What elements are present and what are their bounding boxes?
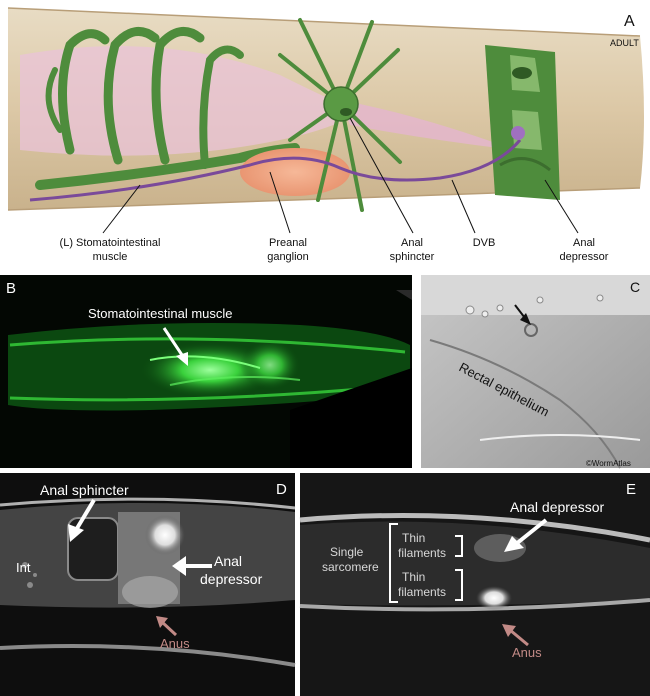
panel-a-stage: ADULT xyxy=(610,38,639,48)
anal-depressor-label-1: Anal xyxy=(573,237,595,249)
dvb-label: DVB xyxy=(473,237,496,249)
panel-e-letter: E xyxy=(626,481,636,498)
panel-d-anus: Anus xyxy=(160,636,190,651)
panel-e-single-2: sarcomere xyxy=(322,560,379,574)
stomatointestinal-label-2: muscle xyxy=(93,251,128,263)
panel-d-anal-depressor-1: Anal xyxy=(214,553,242,569)
preanal-label-2: ganglion xyxy=(267,251,309,263)
panel-e-thin2-2: filaments xyxy=(398,585,446,599)
anal-sphincter-label-2: sphincter xyxy=(390,251,435,263)
panel-b: B Stomatointestinal muscle xyxy=(0,275,412,468)
panel-c: C Rectal epithelium ©WormAtlas xyxy=(421,275,650,469)
panel-e-thin1-1: Thin xyxy=(402,531,425,545)
anal-sphincter-label-1: Anal xyxy=(401,237,423,249)
panel-b-label: Stomatointestinal muscle xyxy=(88,306,233,321)
anal-depressor-label-2: depressor xyxy=(560,251,609,263)
panel-e-anus: Anus xyxy=(512,645,542,660)
preanal-label-1: Preanal xyxy=(269,237,307,249)
preanal-ganglion xyxy=(240,148,350,196)
panel-e-anal-depressor: Anal depressor xyxy=(510,499,605,515)
panel-a-letter: A xyxy=(624,13,635,30)
panel-d-int: Int xyxy=(16,560,31,575)
panel-e-thin2-1: Thin xyxy=(402,570,425,584)
panel-e: E Anal depressor Single sarcomere Thin f… xyxy=(299,473,650,696)
panel-d-anal-depressor-2: depressor xyxy=(200,571,263,587)
panel-d-anal-sphincter: Anal sphincter xyxy=(40,482,129,498)
panel-d-letter: D xyxy=(276,481,287,498)
panel-e-thin1-2: filaments xyxy=(398,546,446,560)
anal-depressor xyxy=(485,45,560,200)
panel-b-letter: B xyxy=(6,280,16,297)
panel-e-single-1: Single xyxy=(330,545,364,559)
panel-a: A ADULT (L) Stomatointestinal muscle Pre… xyxy=(0,0,650,270)
panel-c-credit: ©WormAtlas xyxy=(586,459,631,468)
panel-d: D Anal sphincter Int Anal depressor Anus xyxy=(0,473,296,696)
panel-c-letter: C xyxy=(630,279,640,295)
rectum xyxy=(340,100,515,150)
dvb-neuron xyxy=(29,139,522,202)
stomatointestinal-label-1: (L) Stomatointestinal xyxy=(60,237,161,249)
